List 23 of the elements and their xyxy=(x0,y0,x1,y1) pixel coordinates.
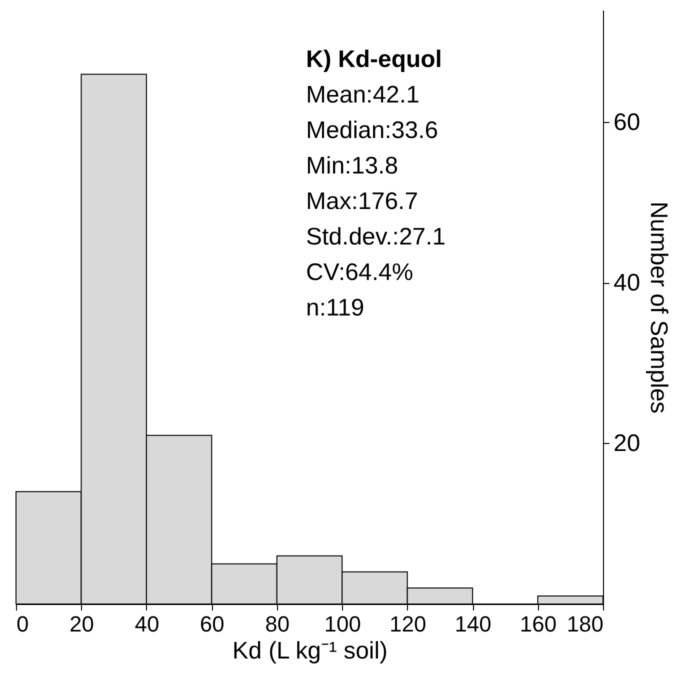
y-axis-title: Number of Samples xyxy=(645,201,672,414)
annotation: n:119 xyxy=(306,294,364,322)
x-tick-label: 80 xyxy=(265,612,290,636)
x-tick-label: 20 xyxy=(69,612,94,636)
annotation: Median:33.6 xyxy=(306,117,438,144)
x-tick-label: 140 xyxy=(454,612,492,636)
text: K) Kd-equol xyxy=(306,46,442,73)
x-tick-label: 40 xyxy=(134,612,160,636)
y-tick-label: 40 xyxy=(614,269,640,296)
annotation: CV:64.4% xyxy=(306,259,414,286)
annotation: Max:176.7 xyxy=(306,188,418,215)
annotation: Mean:42.1 xyxy=(306,82,420,108)
annotation: Min:13.8 xyxy=(306,152,398,180)
x-axis-title: Kd (L kg⁻¹ soil) xyxy=(232,638,388,664)
x-tick-label: 0 xyxy=(16,612,29,636)
x-tick-label: 120 xyxy=(389,612,426,636)
annotation: Std.dev.:27.1 xyxy=(306,224,446,250)
x-tick-label: 100 xyxy=(324,612,361,636)
x-tick-label: 180 xyxy=(566,612,604,636)
y-tick-label: 20 xyxy=(614,430,640,457)
y-tick-label: 60 xyxy=(614,108,640,136)
x-tick-label: 60 xyxy=(200,612,224,636)
x-tick-label: 160 xyxy=(520,612,557,636)
